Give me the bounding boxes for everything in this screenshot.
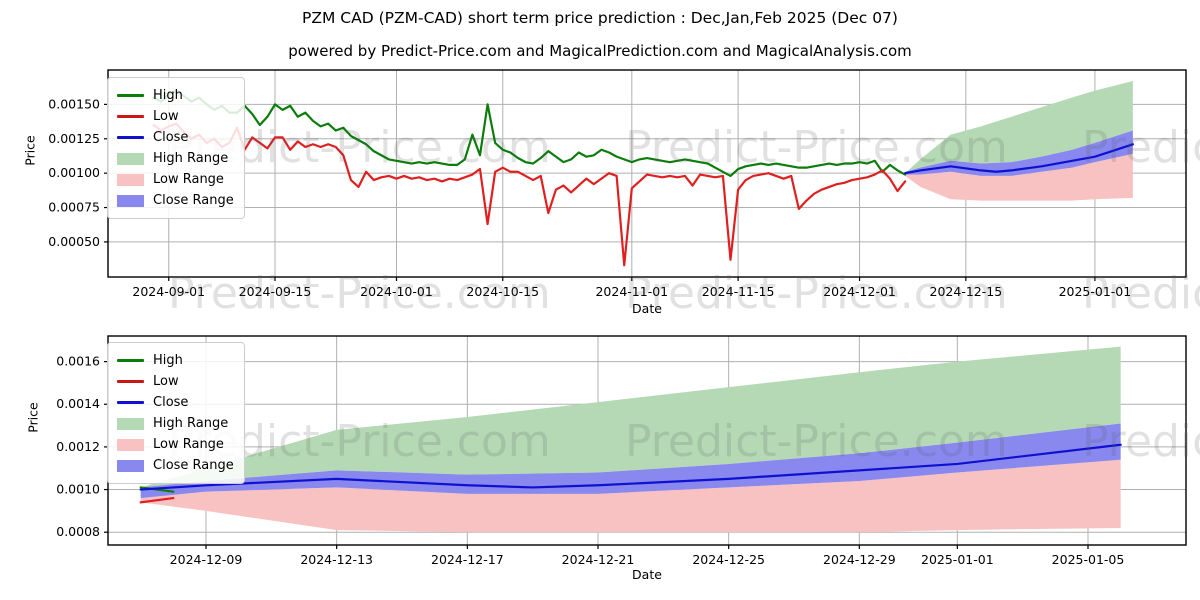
- legend-item-low-range: Low Range: [117, 434, 234, 455]
- x-axis-label-top-chart: Date: [632, 301, 662, 316]
- legend-item-close: Close: [117, 127, 234, 148]
- y-tick-label: 0.00075: [48, 200, 100, 215]
- y-tick-label: 0.0008: [56, 524, 100, 539]
- chart-title: PZM CAD (PZM-CAD) short term price predi…: [302, 9, 898, 27]
- band-close-range: [140, 423, 1121, 499]
- legend-item-low-range: Low Range: [117, 169, 234, 190]
- legend-item-label: High Range: [153, 416, 229, 431]
- x-tick-label: 2025-01-01: [921, 552, 994, 567]
- legend-item-low: Low: [117, 371, 234, 392]
- series-close-line: [139, 443, 1122, 491]
- x-tick-label: 2024-12-09: [170, 552, 243, 567]
- legend-item-low: Low: [117, 106, 234, 127]
- price-history-forecast-chart: 2024-09-01 2024-09-15 2024-10-01 2024-10-15…: [48, 69, 1187, 299]
- legend-item-high-range: High Range: [117, 413, 234, 434]
- legend-patch-swatch: [117, 152, 144, 165]
- series-high-line: [152, 89, 907, 178]
- y-axis-label-bottom-chart: Price: [25, 402, 41, 433]
- y-axis-label-top-chart: Price: [22, 135, 38, 166]
- legend-item-label: High: [153, 88, 183, 103]
- legend-item-label: Close: [153, 130, 189, 145]
- x-tick-label: 2024-12-15: [930, 284, 1003, 299]
- x-tick-label: 2024-12-01: [823, 284, 896, 299]
- legend-item-high: High: [117, 350, 234, 371]
- y-tick-label: 0.00150: [48, 96, 100, 111]
- legend-item-label: High Range: [153, 151, 229, 166]
- legend-item-label: Low Range: [153, 172, 224, 187]
- x-tick-label: 2024-11-01: [595, 284, 668, 299]
- x-tick-label: 2024-12-13: [300, 552, 373, 567]
- x-tick-label: 2024-10-15: [466, 284, 539, 299]
- legend-line-swatch: [117, 401, 144, 404]
- legend-bottom-chart: High Low Close High Range Low Range Close Ran…: [107, 342, 245, 484]
- band-low-range: [905, 153, 1133, 201]
- legend-patch-swatch: [117, 459, 144, 472]
- series-close-line: [904, 143, 1134, 175]
- y-tick-label: 0.0016: [56, 354, 100, 369]
- x-tick-label: 2024-09-15: [239, 284, 312, 299]
- legend-line-swatch: [117, 94, 144, 97]
- legend-item-close: Close: [117, 392, 234, 413]
- legend-item-label: Close: [153, 395, 189, 410]
- legend-line-swatch: [117, 380, 144, 383]
- legend-line-swatch: [117, 115, 144, 118]
- y-tick-label: 0.0012: [56, 439, 100, 454]
- x-tick-label: 2024-11-15: [702, 284, 775, 299]
- band-low-range: [140, 459, 1121, 533]
- y-tick-label: 0.0010: [56, 482, 100, 497]
- legend-patch-swatch: [117, 194, 144, 207]
- legend-line-swatch: [117, 359, 144, 362]
- legend-item-label: Close Range: [153, 458, 234, 473]
- legend-item-label: Close Range: [153, 193, 234, 208]
- legend-top-chart: High Low Close High Range Low Range Close Ran…: [107, 77, 245, 219]
- x-tick-label: 2024-12-29: [823, 552, 896, 567]
- band-high-range: [905, 81, 1133, 174]
- x-tick-label: 2024-12-17: [431, 552, 504, 567]
- y-tick-label: 0.00125: [48, 131, 100, 146]
- x-tick-label: 2024-12-25: [692, 552, 765, 567]
- band-close-range: [905, 130, 1133, 176]
- forecast-zoom-chart: 2024-12-09 2024-12-13 2024-12-17 2024-12-21…: [56, 335, 1187, 567]
- series-low-line: [139, 496, 175, 504]
- legend-item-label: Low: [153, 374, 179, 389]
- x-tick-label: 2025-01-05: [1052, 552, 1125, 567]
- x-tick-label: 2024-10-01: [360, 284, 433, 299]
- legend-item-high-range: High Range: [117, 148, 234, 169]
- legend-line-swatch: [117, 136, 144, 139]
- legend-item-label: High: [153, 353, 183, 368]
- x-axis-label-bottom-chart: Date: [632, 567, 662, 582]
- legend-item-close-range: Close Range: [117, 190, 234, 211]
- y-tick-label: 0.0014: [56, 396, 100, 411]
- legend-patch-swatch: [117, 173, 144, 186]
- y-tick-label: 0.00050: [48, 234, 100, 249]
- band-high-range: [140, 346, 1121, 488]
- legend-item-close-range: Close Range: [117, 455, 234, 476]
- legend-patch-swatch: [117, 417, 144, 430]
- legend-item-label: Low: [153, 109, 179, 124]
- series-low-line: [152, 122, 907, 267]
- chart-subtitle: powered by Predict-Price.com and Magical…: [288, 42, 912, 60]
- y-tick-label: 0.00100: [48, 165, 100, 180]
- x-tick-label: 2024-09-01: [132, 284, 205, 299]
- legend-patch-swatch: [117, 438, 144, 451]
- legend-item-high: High: [117, 85, 234, 106]
- legend-item-label: Low Range: [153, 437, 224, 452]
- x-tick-label: 2025-01-01: [1059, 284, 1132, 299]
- x-tick-label: 2024-12-21: [562, 552, 635, 567]
